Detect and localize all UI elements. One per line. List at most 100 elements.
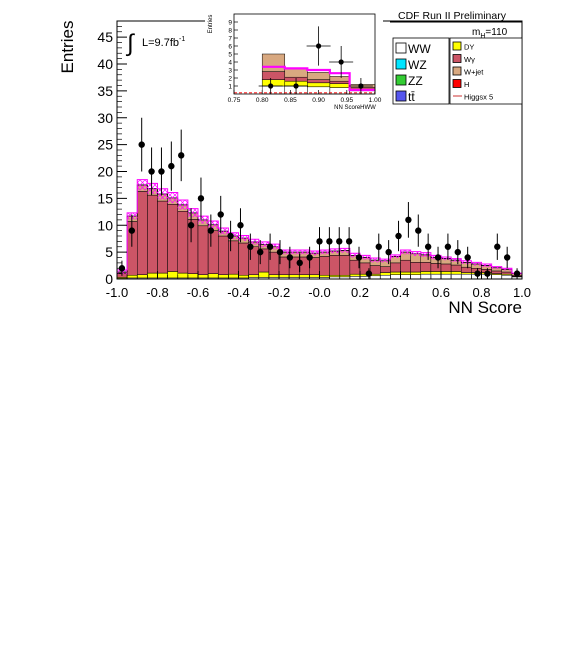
stack-bar: [329, 255, 340, 276]
data-point: [454, 248, 461, 256]
data-point: [326, 238, 333, 245]
stack-bar: [258, 271, 270, 278]
data-point: [128, 227, 136, 234]
stack-bar: [299, 274, 310, 278]
stack-bar: [461, 273, 472, 280]
stack-bar: [157, 272, 168, 279]
y-tick-label: 25: [97, 137, 113, 153]
stack-bar: [380, 274, 391, 280]
legend-swatch: [452, 41, 462, 51]
inset-x-tick-label: 0.95: [340, 97, 353, 104]
inset-x-tick-label: 0.90: [312, 97, 325, 104]
legend-label: ZZ: [408, 74, 423, 88]
data-point: [513, 270, 521, 277]
inset-y-tick-label: 1: [228, 84, 232, 91]
stack-bar: [349, 259, 361, 275]
inset-stack-bar: [261, 71, 286, 80]
band-bin: [248, 239, 259, 245]
stack-bar: [147, 272, 158, 279]
band-bin: [147, 183, 158, 195]
inset-data-point: [338, 59, 344, 65]
stack-bar: [238, 242, 249, 276]
legend-box-right: [449, 37, 523, 105]
band-bin: [349, 253, 360, 258]
x-tick-label: 0.2: [351, 285, 369, 300]
data-point: [148, 168, 155, 175]
x-tick-label: 1.0: [513, 285, 531, 300]
band-bin: [137, 179, 148, 191]
data-point: [306, 254, 313, 261]
x-tick-label: 0.8: [472, 285, 490, 300]
stack-bar: [400, 271, 411, 275]
band-bin: [289, 249, 300, 255]
y-tick-label: 5: [105, 244, 113, 260]
band-bin: [501, 268, 512, 271]
stack-bar: [410, 262, 421, 273]
stack-bar: [430, 273, 442, 280]
stack-bar: [177, 272, 189, 279]
inset-data-point: [316, 43, 322, 49]
stack-bar: [147, 194, 158, 274]
stack-bar: [309, 274, 320, 278]
band-bin: [451, 258, 462, 262]
data-point: [424, 243, 432, 250]
band-bin: [157, 188, 168, 200]
band-bin: [299, 249, 310, 255]
band-bin: [238, 235, 249, 241]
stack-bar: [390, 262, 401, 273]
stack-bar: [420, 271, 432, 275]
data-point: [247, 243, 254, 250]
stack-bar: [339, 255, 351, 276]
stack-bar: [137, 274, 148, 279]
band-bin: [441, 256, 452, 261]
inset-y-axis-label: Entries: [208, 15, 214, 34]
data-point: [138, 141, 145, 148]
legend-label: Higgsx 5: [464, 93, 493, 102]
stack-bar: [400, 259, 411, 273]
main-data-points: [118, 117, 521, 279]
main-axes: -1.0 -0.8 -0.6 -0.4 -0.2 -0.0 0.2 0.4 0.6 0.8 1.00…: [97, 26, 531, 300]
inset-y-tick-label: 3: [228, 68, 232, 75]
stack-bar: [380, 266, 391, 273]
legend-label: Wγ: [464, 55, 475, 64]
stack-bar: [420, 273, 432, 280]
y-tick-label: 45: [97, 29, 113, 45]
data-point: [197, 195, 205, 202]
inset-x-axis-label: NN ScoreHWW: [334, 105, 376, 111]
stack-bar: [177, 211, 189, 274]
y-axis-label: Entries: [58, 21, 77, 74]
stack-bar: [238, 274, 249, 279]
stack-bar: [450, 271, 462, 275]
stack-bar: [218, 274, 229, 279]
inset-stack-bar: [329, 76, 350, 82]
stack-bar: [380, 272, 391, 276]
stack-bar: [218, 235, 229, 275]
band-bin: [461, 260, 472, 264]
legend-label: WZ: [408, 58, 427, 72]
stack-bar: [501, 271, 513, 275]
stack-bar: [440, 271, 452, 275]
stack-bar: [450, 273, 462, 280]
data-point: [286, 254, 294, 261]
stack-bar: [288, 274, 300, 278]
data-point: [266, 243, 274, 250]
luminosity-label: ∫ L=9.7fb-1: [125, 30, 185, 57]
x-axis-label: NN Score: [448, 298, 522, 317]
data-point: [227, 232, 234, 240]
band-bin: [187, 208, 198, 218]
inset-stack-bar: [329, 83, 350, 88]
x-tick-label: 0.4: [391, 285, 409, 300]
stack-bar: [207, 273, 219, 279]
legend-swatch: [452, 54, 462, 63]
data-point: [434, 254, 442, 261]
band-bin: [329, 248, 340, 254]
data-point: [395, 232, 402, 240]
band-bin: [258, 241, 269, 248]
band-bin: [218, 227, 229, 235]
band-bin: [400, 249, 411, 255]
band-bin: [370, 258, 381, 263]
band-bin: [390, 254, 401, 259]
x-tick-label: -0.0: [308, 285, 330, 300]
